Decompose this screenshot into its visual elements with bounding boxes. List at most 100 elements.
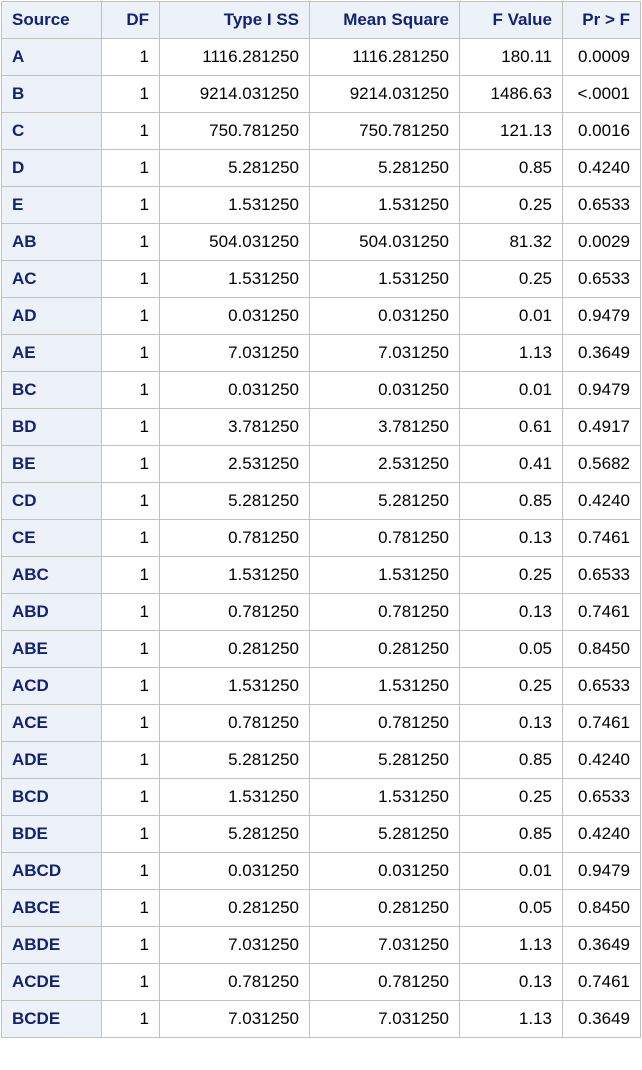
type-i-ss-cell: 0.281250: [159, 889, 310, 927]
source-cell: BDE: [1, 815, 102, 853]
source-cell: BC: [1, 371, 102, 409]
type-i-ss-cell: 5.281250: [159, 741, 310, 779]
source-cell: AB: [1, 223, 102, 261]
mean-square-cell: 1.531250: [309, 667, 460, 705]
pr-f-cell: 0.4240: [562, 741, 641, 779]
source-cell: BCDE: [1, 1000, 102, 1038]
header-row: Source DF Type I SS Mean Square F Value Pr > …: [1, 1, 641, 39]
type-i-ss-cell: 504.031250: [159, 223, 310, 261]
pr-f-cell: 0.7461: [562, 704, 641, 742]
df-cell: 1: [101, 889, 160, 927]
df-cell: 1: [101, 75, 160, 113]
mean-square-cell: 7.031250: [309, 334, 460, 372]
source-cell: CE: [1, 519, 102, 557]
f-value-cell: 1.13: [459, 1000, 563, 1038]
table-row: BD 1 3.781250 3.781250 0.61 0.4917: [1, 408, 641, 446]
f-value-cell: 180.11: [459, 38, 563, 76]
df-cell: 1: [101, 149, 160, 187]
table-row: ACDE 1 0.781250 0.781250 0.13 0.7461: [1, 963, 641, 1001]
df-cell: 1: [101, 1000, 160, 1038]
mean-square-cell: 0.031250: [309, 297, 460, 335]
pr-f-cell: 0.6533: [562, 186, 641, 224]
f-value-cell: 0.41: [459, 445, 563, 483]
pr-f-cell: 0.7461: [562, 593, 641, 631]
table-row: BCD 1 1.531250 1.531250 0.25 0.6533: [1, 778, 641, 816]
header-f-value: F Value: [459, 1, 563, 39]
table-row: B 1 9214.031250 9214.031250 1486.63 <.0001: [1, 75, 641, 113]
source-cell: B: [1, 75, 102, 113]
mean-square-cell: 0.781250: [309, 704, 460, 742]
table-row: D 1 5.281250 5.281250 0.85 0.4240: [1, 149, 641, 187]
source-cell: CD: [1, 482, 102, 520]
type-i-ss-cell: 7.031250: [159, 1000, 310, 1038]
mean-square-cell: 3.781250: [309, 408, 460, 446]
pr-f-cell: 0.3649: [562, 926, 641, 964]
table-row: E 1 1.531250 1.531250 0.25 0.6533: [1, 186, 641, 224]
table-header: Source DF Type I SS Mean Square F Value Pr > …: [1, 1, 641, 39]
mean-square-cell: 0.281250: [309, 630, 460, 668]
source-cell: BCD: [1, 778, 102, 816]
table-row: BCDE 1 7.031250 7.031250 1.13 0.3649: [1, 1000, 641, 1038]
mean-square-cell: 0.281250: [309, 889, 460, 927]
type-i-ss-cell: 9214.031250: [159, 75, 310, 113]
f-value-cell: 0.01: [459, 297, 563, 335]
table-row: C 1 750.781250 750.781250 121.13 0.0016: [1, 112, 641, 150]
type-i-ss-cell: 0.781250: [159, 704, 310, 742]
f-value-cell: 0.61: [459, 408, 563, 446]
df-cell: 1: [101, 852, 160, 890]
df-cell: 1: [101, 186, 160, 224]
f-value-cell: 0.85: [459, 815, 563, 853]
f-value-cell: 0.25: [459, 667, 563, 705]
f-value-cell: 0.85: [459, 149, 563, 187]
f-value-cell: 81.32: [459, 223, 563, 261]
f-value-cell: 0.05: [459, 630, 563, 668]
table-row: BE 1 2.531250 2.531250 0.41 0.5682: [1, 445, 641, 483]
pr-f-cell: 0.0009: [562, 38, 641, 76]
type-i-ss-cell: 5.281250: [159, 815, 310, 853]
type-i-ss-cell: 1.531250: [159, 260, 310, 298]
source-cell: C: [1, 112, 102, 150]
table-row: BDE 1 5.281250 5.281250 0.85 0.4240: [1, 815, 641, 853]
header-mean-square: Mean Square: [309, 1, 460, 39]
pr-f-cell: 0.4917: [562, 408, 641, 446]
mean-square-cell: 1.531250: [309, 556, 460, 594]
pr-f-cell: 0.0029: [562, 223, 641, 261]
table-row: BC 1 0.031250 0.031250 0.01 0.9479: [1, 371, 641, 409]
mean-square-cell: 5.281250: [309, 149, 460, 187]
table-row: ABE 1 0.281250 0.281250 0.05 0.8450: [1, 630, 641, 668]
table-row: AB 1 504.031250 504.031250 81.32 0.0029: [1, 223, 641, 261]
df-cell: 1: [101, 667, 160, 705]
source-cell: AC: [1, 260, 102, 298]
pr-f-cell: 0.9479: [562, 371, 641, 409]
source-cell: BE: [1, 445, 102, 483]
source-cell: ABDE: [1, 926, 102, 964]
f-value-cell: 0.13: [459, 704, 563, 742]
f-value-cell: 0.25: [459, 186, 563, 224]
pr-f-cell: 0.9479: [562, 297, 641, 335]
table-row: AD 1 0.031250 0.031250 0.01 0.9479: [1, 297, 641, 335]
pr-f-cell: 0.6533: [562, 778, 641, 816]
pr-f-cell: 0.8450: [562, 630, 641, 668]
mean-square-cell: 5.281250: [309, 482, 460, 520]
mean-square-cell: 1116.281250: [309, 38, 460, 76]
f-value-cell: 121.13: [459, 112, 563, 150]
pr-f-cell: 0.4240: [562, 482, 641, 520]
source-cell: ADE: [1, 741, 102, 779]
pr-f-cell: 0.5682: [562, 445, 641, 483]
type-i-ss-cell: 0.031250: [159, 297, 310, 335]
table-row: ABD 1 0.781250 0.781250 0.13 0.7461: [1, 593, 641, 631]
df-cell: 1: [101, 260, 160, 298]
f-value-cell: 1486.63: [459, 75, 563, 113]
mean-square-cell: 1.531250: [309, 260, 460, 298]
mean-square-cell: 0.781250: [309, 519, 460, 557]
type-i-ss-cell: 5.281250: [159, 149, 310, 187]
table-row: ABDE 1 7.031250 7.031250 1.13 0.3649: [1, 926, 641, 964]
type-i-ss-cell: 750.781250: [159, 112, 310, 150]
mean-square-cell: 5.281250: [309, 741, 460, 779]
type-i-ss-cell: 7.031250: [159, 334, 310, 372]
pr-f-cell: 0.0016: [562, 112, 641, 150]
table-row: ABCE 1 0.281250 0.281250 0.05 0.8450: [1, 889, 641, 927]
df-cell: 1: [101, 482, 160, 520]
f-value-cell: 0.85: [459, 482, 563, 520]
f-value-cell: 1.13: [459, 334, 563, 372]
